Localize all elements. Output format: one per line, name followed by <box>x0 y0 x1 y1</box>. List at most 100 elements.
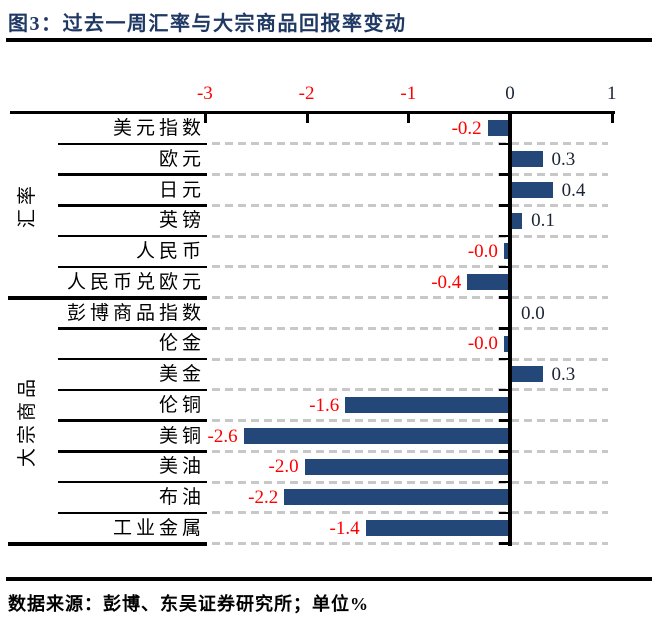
x-tick-label: -3 <box>196 83 213 104</box>
row-separator-line <box>58 142 207 145</box>
dashed-gridline <box>212 296 608 299</box>
category-label: 美金 <box>158 364 205 385</box>
bar <box>503 243 508 260</box>
value-label: 0.3 <box>551 364 576 385</box>
zero-axis-tick <box>499 234 510 238</box>
zero-axis-tick <box>499 542 510 545</box>
x-tick-label: -1 <box>400 83 417 104</box>
category-label: 美油 <box>158 456 205 478</box>
dashed-gridline <box>212 449 608 453</box>
x-tick-label: 0 <box>505 83 515 104</box>
bar <box>345 397 508 414</box>
zero-axis-tick <box>499 173 510 176</box>
dashed-gridline <box>212 357 608 361</box>
zero-axis-tick <box>499 142 510 145</box>
zero-axis-tick <box>499 296 510 299</box>
value-label: -0.0 <box>467 333 498 355</box>
zero-axis-tick <box>499 204 510 207</box>
value-label: -2.6 <box>207 425 238 447</box>
dashed-gridline <box>212 173 608 176</box>
group-boundary-line <box>8 295 207 300</box>
dashed-gridline <box>212 419 608 422</box>
dashed-gridline <box>212 265 608 269</box>
figure-title: 图3：过去一周汇率与大宗商品回报率变动 <box>8 13 407 35</box>
category-label: 彭博商品指数 <box>66 302 205 324</box>
row-separator-line <box>58 327 207 330</box>
dashed-gridline <box>212 480 608 484</box>
row-separator-line <box>58 234 207 238</box>
zero-axis-tick <box>499 511 510 514</box>
value-label: 0.3 <box>551 148 576 170</box>
row-separator-line <box>58 511 207 514</box>
dashed-gridline <box>212 203 608 207</box>
value-label: -1.6 <box>309 394 340 416</box>
dashed-gridline <box>212 326 608 330</box>
zero-axis-tick <box>499 265 510 268</box>
value-label: -0.2 <box>451 118 482 139</box>
dashed-gridline <box>212 511 608 515</box>
x-axis-tick <box>305 114 309 123</box>
bar <box>467 274 508 291</box>
bar <box>512 181 553 198</box>
x-axis-tick <box>407 114 411 123</box>
value-label: -1.4 <box>329 517 360 539</box>
category-label: 日元 <box>158 179 205 201</box>
bar <box>512 212 523 229</box>
bar <box>284 489 508 506</box>
x-tick-label: -2 <box>298 83 315 104</box>
dashed-gridline <box>212 142 608 146</box>
category-label: 工业金属 <box>112 517 205 539</box>
value-label: 0.1 <box>531 210 555 232</box>
value-label: 0.0 <box>521 302 545 324</box>
zero-axis-tick <box>499 327 510 330</box>
group-label: 大宗商品 <box>17 374 38 467</box>
category-label: 人民币 <box>135 241 205 262</box>
x-axis-tick <box>203 114 207 123</box>
dashed-gridline <box>212 234 608 238</box>
bar <box>512 151 543 168</box>
row-separator-line <box>58 450 207 453</box>
source-divider <box>6 577 652 581</box>
x-tick-label: 1 <box>606 83 617 104</box>
title-divider <box>6 38 652 42</box>
row-separator-line <box>58 173 207 176</box>
value-label: -0.0 <box>467 241 498 262</box>
row-separator-line <box>58 204 207 207</box>
category-label: 人民币兑欧元 <box>66 271 205 293</box>
group-boundary-line <box>8 541 207 546</box>
zero-axis-tick <box>499 357 510 361</box>
category-label: 欧元 <box>158 148 205 170</box>
bar <box>503 335 508 352</box>
row-separator-line <box>58 480 207 484</box>
x-axis-tick <box>610 114 614 123</box>
value-label: -2.2 <box>248 487 279 508</box>
row-separator-line <box>58 419 207 422</box>
dashed-gridline <box>212 388 608 392</box>
zero-axis-tick <box>499 388 510 391</box>
row-separator-line <box>58 265 207 268</box>
value-label: -0.4 <box>431 271 462 293</box>
row-separator-line <box>58 357 207 361</box>
bar <box>365 520 508 537</box>
category-label: 伦金 <box>158 333 205 355</box>
source-note: 数据来源：彭博、东吴证券研究所；单位% <box>8 594 369 614</box>
value-label: -2.0 <box>268 456 299 478</box>
bar <box>512 366 543 383</box>
zero-axis-line <box>507 111 512 546</box>
zero-axis-tick <box>499 480 510 484</box>
bar <box>243 427 508 444</box>
dashed-gridline <box>212 542 608 545</box>
zero-axis-tick <box>499 419 510 422</box>
bar <box>487 120 508 137</box>
category-label: 美元指数 <box>112 118 205 139</box>
zero-axis-tick <box>499 450 510 453</box>
category-label: 英镑 <box>158 210 205 232</box>
category-label: 布油 <box>158 487 205 508</box>
category-label: 伦铜 <box>158 394 205 416</box>
category-label: 美铜 <box>158 425 205 447</box>
value-label: 0.4 <box>561 179 586 201</box>
x-axis-line <box>10 111 615 114</box>
bar <box>304 458 508 475</box>
